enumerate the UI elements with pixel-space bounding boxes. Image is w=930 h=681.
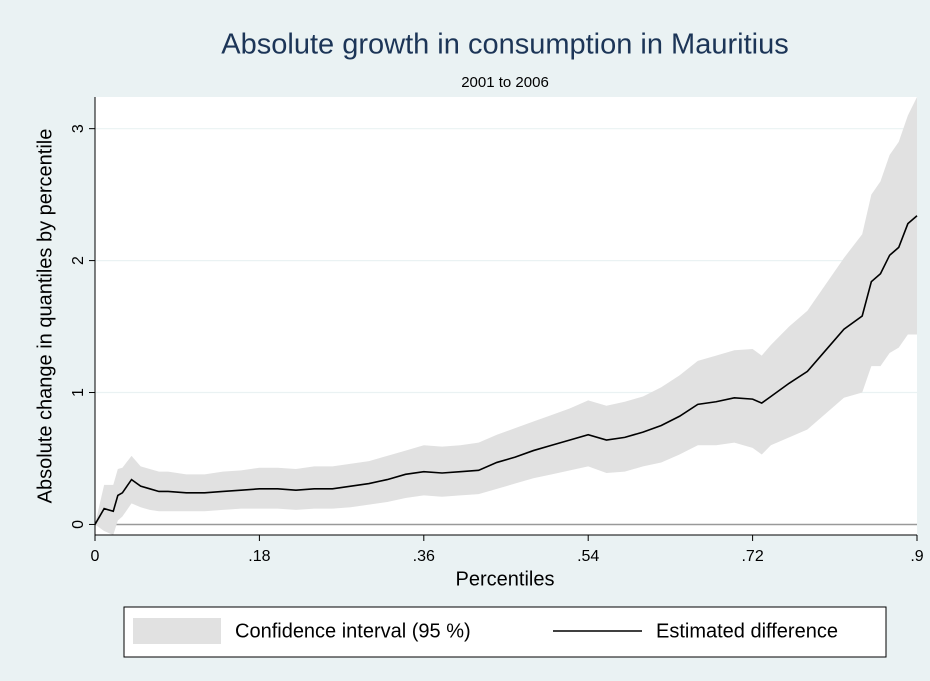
legend-label: Confidence interval (95 %) [235, 620, 471, 642]
chart-subtitle: 2001 to 2006 [461, 74, 549, 91]
x-tick-label: .9 [910, 548, 923, 565]
x-axis-label: Percentiles [456, 568, 555, 590]
y-tick-label: 3 [70, 124, 87, 133]
y-tick-label: 1 [70, 388, 87, 397]
confidence-band [95, 97, 917, 535]
estimate-line [94, 215, 918, 525]
x-tick-label: .18 [248, 548, 270, 565]
y-axis-label: Absolute change in quantiles by percenti… [34, 129, 56, 504]
legend-swatch [133, 618, 221, 644]
x-tick-label: .54 [577, 548, 599, 565]
plot-layer: 0 1 2 3 0 .18 .36 .54 .72 .9 [70, 97, 924, 565]
y-tick-label: 2 [70, 256, 87, 265]
legend [123, 606, 887, 658]
x-tick-label: .36 [413, 548, 435, 565]
x-tick-label: 0 [91, 548, 100, 565]
x-tick-label: .72 [741, 548, 763, 565]
chart-title: Absolute growth in consumption in Maurit… [221, 29, 788, 61]
legend-label: Estimated difference [656, 620, 838, 642]
y-tick-label: 0 [70, 520, 87, 529]
